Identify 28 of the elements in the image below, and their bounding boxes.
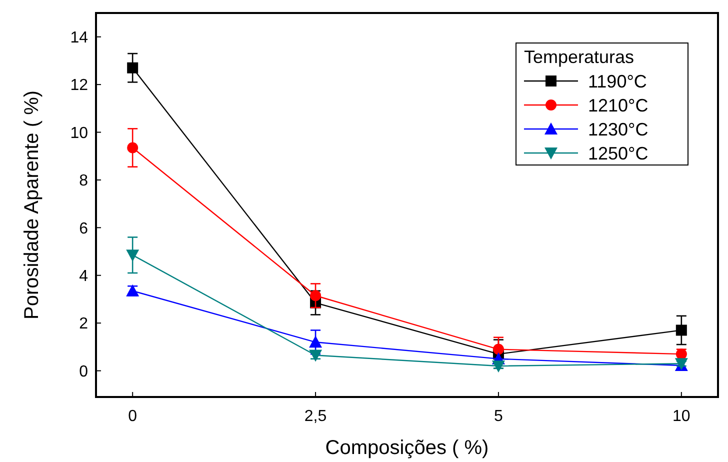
y-tick-label: 4: [79, 268, 88, 285]
y-tick-label: 6: [79, 220, 88, 238]
y-tick-label: 14: [70, 29, 88, 46]
y-tick-label: 8: [79, 172, 88, 190]
legend-label: 1190°C: [588, 71, 647, 92]
y-tick-label: 10: [70, 124, 88, 142]
y-axis-title: Porosidade Aparente ( %): [21, 90, 43, 320]
y-tick-label: 2: [79, 316, 88, 333]
x-tick-label: 5: [494, 408, 504, 425]
y-tick-label: 0: [79, 363, 88, 380]
x-tick-label: 2,5: [304, 408, 327, 425]
legend-label: 1250°C: [588, 143, 648, 164]
legend-label: 1230°C: [588, 119, 648, 140]
point: [309, 336, 322, 348]
point: [492, 360, 505, 372]
y-tick-label: 12: [70, 77, 88, 94]
point: [127, 62, 138, 74]
point: [310, 290, 322, 302]
point: [492, 344, 504, 355]
x-axis-title: Composições ( %): [325, 437, 489, 459]
legend-label: 1210°C: [588, 95, 648, 116]
x-tick-label: 10: [672, 408, 690, 425]
point: [309, 350, 322, 362]
legend-title: Temperaturas: [524, 47, 634, 67]
point: [126, 250, 140, 262]
x-tick-label: 0: [128, 408, 138, 425]
point: [127, 142, 138, 154]
point: [676, 324, 687, 336]
